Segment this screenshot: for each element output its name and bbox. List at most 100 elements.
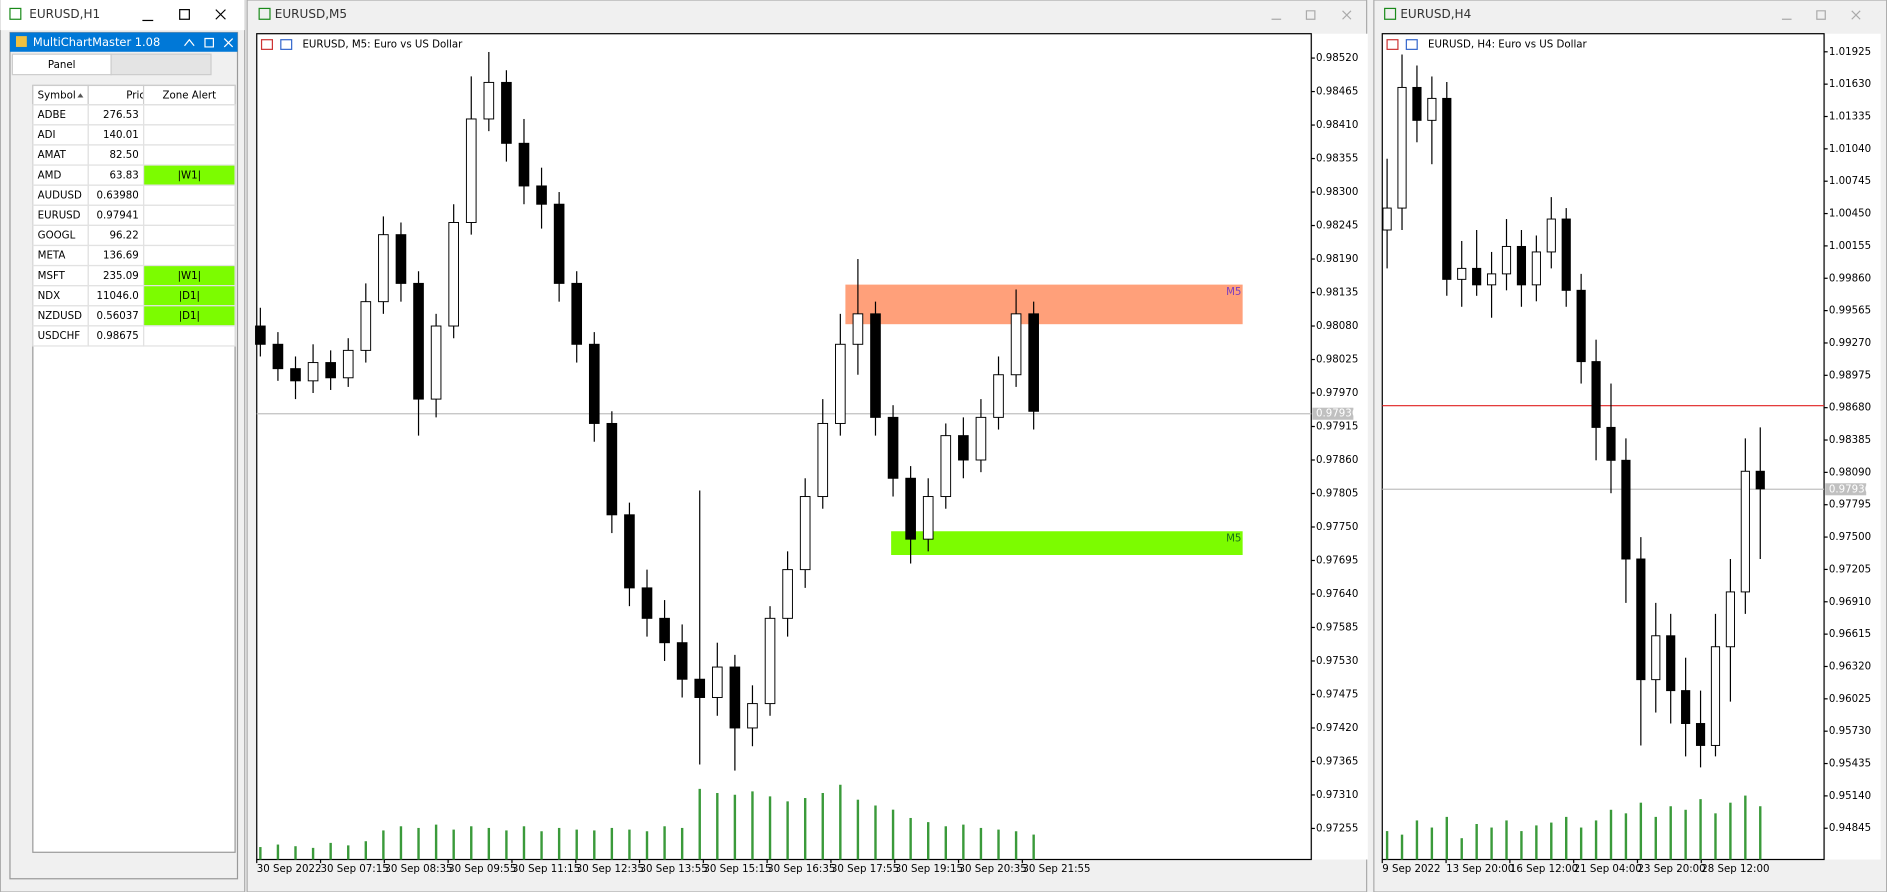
candle-body [940, 435, 952, 498]
candle-body [1397, 86, 1407, 209]
current-price-label: 0.97936 [1829, 484, 1871, 495]
maximize-button[interactable] [179, 9, 190, 20]
panel-icon [15, 36, 27, 47]
y-tick-label: 0.99270 [1829, 338, 1871, 349]
panel-buttons[interactable] [184, 37, 234, 48]
title-bar[interactable] [0, 0, 245, 31]
window-icon [258, 7, 271, 20]
candle-body [430, 325, 442, 400]
symbol: NDX [38, 291, 61, 302]
candle-body [659, 617, 670, 644]
symbol: META [38, 251, 66, 262]
symbol: ADI [38, 130, 56, 141]
candle-body [606, 422, 618, 516]
price: 0.56037 [97, 311, 139, 322]
y-tick-label: 0.97420 [1316, 723, 1358, 734]
tab-label: Panel [48, 60, 76, 71]
zone [845, 284, 1243, 325]
table [32, 84, 236, 853]
y-tick-label: 0.97805 [1316, 488, 1358, 499]
y-tick-label: 0.98025 [1316, 355, 1358, 366]
zone-label: M5 [1226, 287, 1241, 298]
price: 0.97941 [97, 210, 139, 221]
tab-empty[interactable] [110, 53, 212, 76]
price: 0.98675 [97, 331, 139, 342]
y-tick-label: 0.97310 [1316, 790, 1358, 801]
x-tick-label: 30 Sep 16:35 [767, 864, 835, 875]
candle-body [1576, 289, 1586, 363]
panel-title-bar[interactable] [9, 32, 238, 52]
x-tick-label: 16 Sep 12:00 [1510, 864, 1578, 875]
column-header: Symbol [38, 91, 76, 102]
window-title: EURUSD,M5 [275, 7, 347, 21]
candle-body [1740, 470, 1750, 593]
chart-header: EURUSD, M5: Euro vs US Dollar [302, 40, 463, 51]
y-tick-label: 0.98680 [1829, 403, 1871, 414]
candle-body [1666, 635, 1676, 692]
zone-alert: |W1| [178, 271, 202, 282]
candle-body [465, 118, 477, 223]
window-title: EURUSD,H4 [1400, 7, 1471, 21]
candle-body [272, 343, 284, 370]
candle-body [1591, 361, 1601, 428]
x-tick-label: 30 Sep 15:15 [703, 864, 771, 875]
candle-body [799, 496, 811, 571]
column-header: Zone Alert [163, 91, 217, 102]
y-tick-label: 0.97475 [1316, 689, 1358, 700]
y-tick-label: 0.95730 [1829, 726, 1871, 737]
y-tick-label: 0.96615 [1829, 629, 1871, 640]
y-tick-label: 0.97585 [1316, 622, 1358, 633]
y-tick-label: 0.95435 [1829, 759, 1871, 770]
y-tick-label: 1.01925 [1829, 47, 1871, 58]
alert-cell [143, 285, 236, 306]
y-tick-label: 1.01335 [1829, 112, 1871, 123]
candle-body [536, 185, 547, 205]
y-tick-label: 0.98190 [1316, 254, 1358, 265]
candle-body [342, 349, 354, 379]
chart-area [1381, 33, 1825, 861]
candle-body [729, 666, 741, 729]
candle-body [518, 142, 530, 187]
candle-body [782, 569, 793, 619]
candle-body [255, 325, 266, 345]
price: 96.22 [110, 231, 139, 242]
header-icon [1405, 39, 1418, 50]
candle-body [325, 362, 336, 379]
current-price-box [1825, 483, 1867, 496]
zone [891, 531, 1243, 556]
x-tick-label: 30 Sep 09:55 [448, 864, 516, 875]
price: 235.09 [103, 271, 139, 282]
candle-body [1457, 267, 1467, 280]
candle-body [1725, 591, 1735, 648]
y-tick-label: 0.97500 [1829, 532, 1871, 543]
candle-body [1486, 273, 1497, 286]
candle-body [1710, 646, 1721, 746]
y-tick-label: 0.99860 [1829, 273, 1871, 284]
candle-body [1412, 86, 1422, 121]
candle-body [553, 203, 565, 284]
candle-body [378, 234, 389, 303]
x-tick-label: 30 Sep 08:35 [384, 864, 452, 875]
candle-body [448, 222, 459, 327]
charts: EURUSD, M5: Euro vs US Dollar 0.98520 0.98… [255, 33, 1881, 875]
window-buttons[interactable] [1271, 10, 1352, 20]
window-buttons[interactable] [1781, 10, 1861, 20]
candle-body [1561, 218, 1571, 291]
y-tick-label: 0.97205 [1829, 564, 1871, 575]
symbol: USDCHF [38, 331, 81, 342]
x-tick-label: 30 Sep 07:15 [321, 864, 389, 875]
candle-body [747, 703, 758, 729]
candle-body [588, 343, 600, 424]
price: 136.69 [103, 251, 139, 262]
candle-body [887, 416, 899, 479]
close-button[interactable] [215, 9, 226, 20]
y-tick-label: 1.00745 [1829, 176, 1871, 187]
candle-body [1681, 690, 1691, 724]
y-tick-label: 1.01630 [1829, 79, 1871, 90]
y-tick-label: 0.97970 [1316, 388, 1358, 399]
candle-body [676, 642, 688, 680]
y-tick-label: 0.97255 [1316, 823, 1358, 834]
x-tick-label: 28 Sep 12:00 [1701, 864, 1769, 875]
